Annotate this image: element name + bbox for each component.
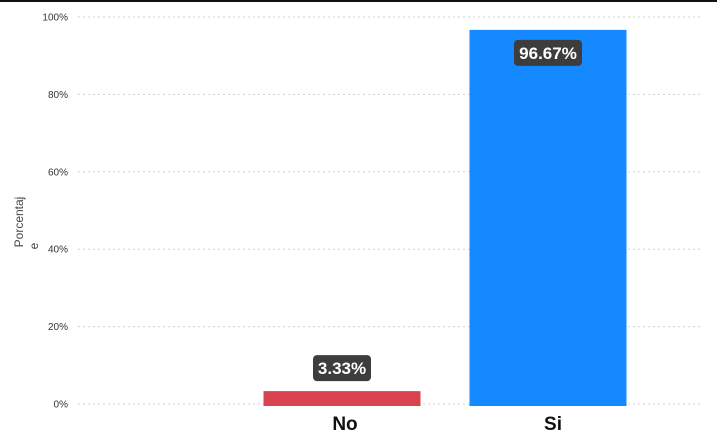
data-label-box: [514, 39, 582, 66]
y-tick-label: 80%: [48, 90, 68, 101]
data-label-text: 96.67%: [519, 44, 577, 63]
y-tick-label: 0%: [54, 400, 69, 411]
data-label-box: [313, 355, 371, 382]
data-labels: 3.33% 96.67%: [313, 39, 582, 382]
x-tick-label-si: Si: [544, 414, 562, 434]
y-tick-label: 100%: [42, 13, 68, 24]
data-label-no: 3.33%: [313, 355, 371, 382]
y-axis-label-line-2: e: [27, 242, 41, 249]
y-axis-label-line-1: Porcentaj: [12, 197, 26, 248]
data-label-si: 96.67%: [514, 39, 582, 66]
data-label-text: 3.33%: [318, 359, 366, 378]
y-tick-label: 60%: [48, 167, 68, 178]
x-tick-label-no: No: [332, 414, 357, 434]
y-axis-tick-labels: 0% 20% 40% 60% 80% 100%: [42, 13, 68, 411]
y-tick-label: 20%: [48, 322, 68, 333]
x-axis-category-labels: No Si: [332, 414, 562, 434]
bars: [263, 29, 627, 407]
y-tick-label: 40%: [48, 245, 68, 256]
bar-si: [469, 29, 627, 407]
y-axis-title: Porcentaj e: [12, 197, 41, 250]
bar-no: [263, 391, 421, 406]
